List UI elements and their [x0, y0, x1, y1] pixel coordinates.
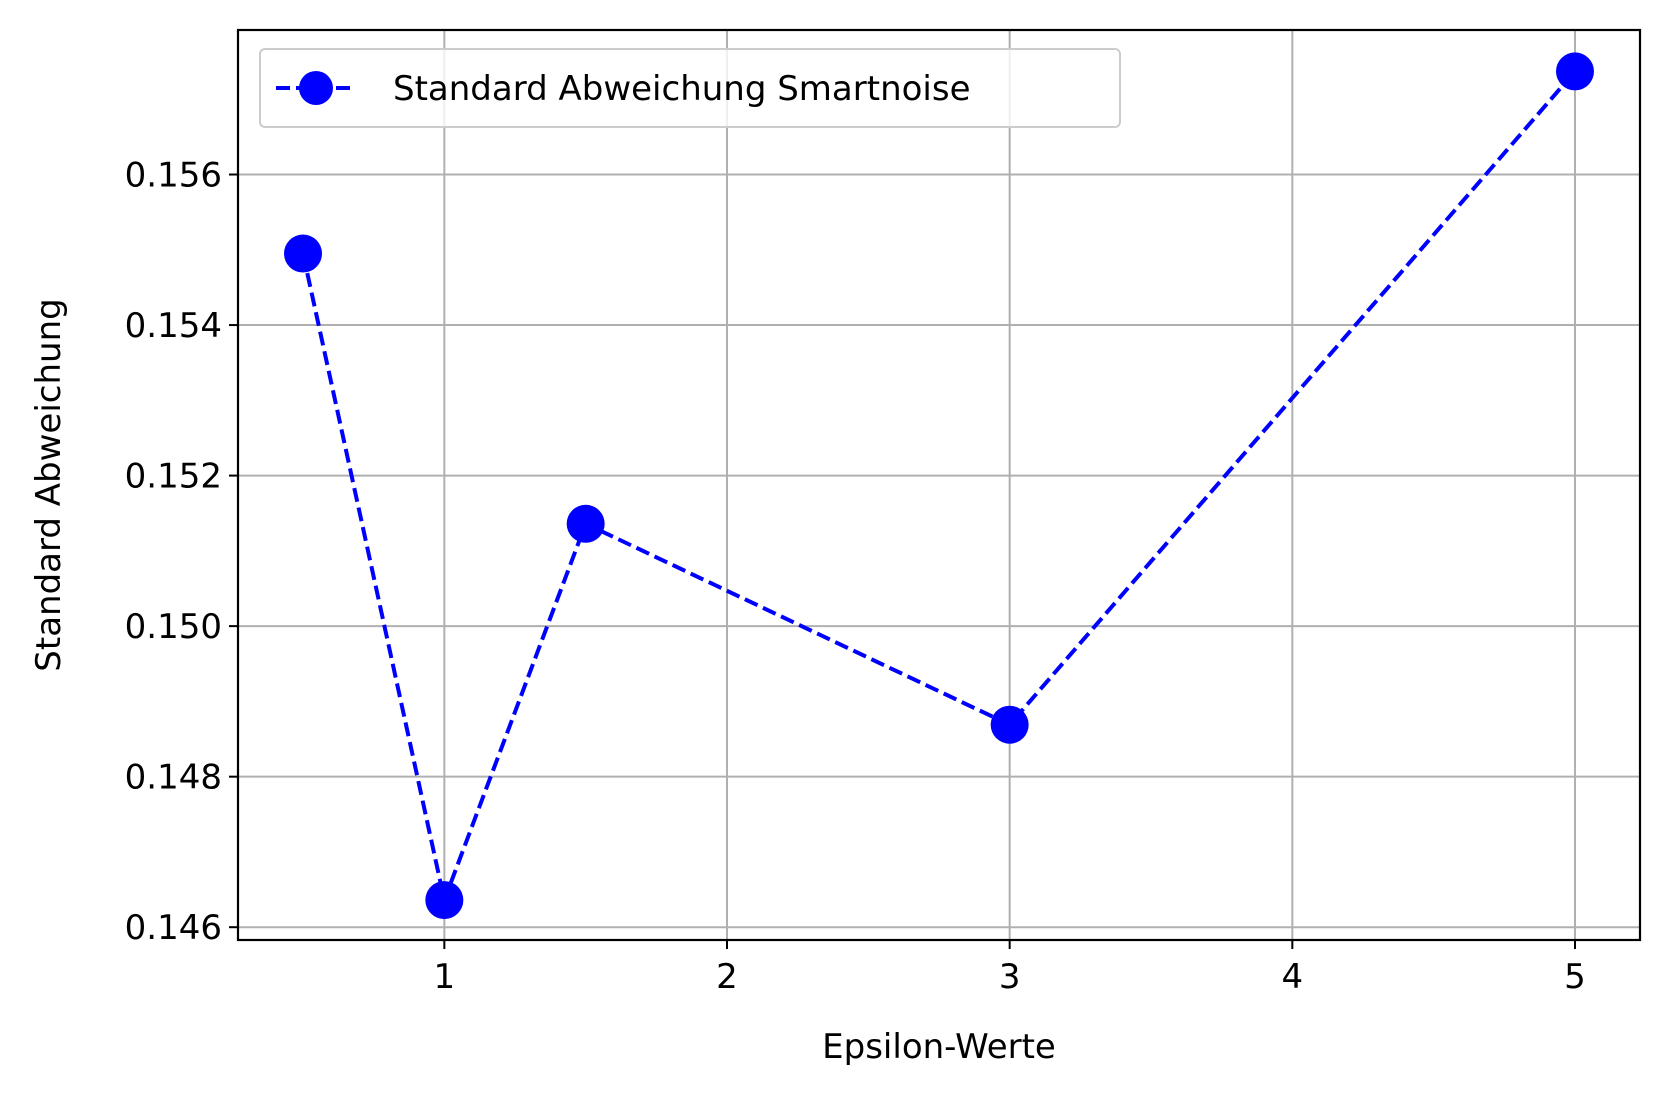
data-point	[284, 234, 323, 273]
y-tick-label: 0.148	[125, 758, 222, 798]
x-axis-ticks: 1 2 3 4 5	[434, 940, 1586, 997]
legend-entry-label: Standard Abweichung Smartnoise	[393, 69, 971, 109]
legend-box	[259, 48, 1121, 128]
x-tick-label: 3	[999, 957, 1021, 997]
data-point	[1555, 52, 1594, 91]
y-tick-label: 0.146	[125, 908, 222, 948]
x-tick-label: 4	[1282, 957, 1304, 997]
y-tick-label: 0.152	[125, 457, 222, 497]
plot-frame	[236, 28, 1642, 942]
y-axis-label: Standard Abweichung	[29, 298, 69, 671]
x-axis-label: Epsilon-Werte	[822, 1027, 1056, 1067]
y-tick-label: 0.156	[125, 156, 222, 196]
x-tick-label: 5	[1564, 957, 1586, 997]
data-point	[566, 504, 605, 543]
data-point	[990, 705, 1029, 744]
y-tick-label: 0.150	[125, 607, 222, 647]
data-point	[425, 881, 464, 920]
x-tick-label: 2	[716, 957, 738, 997]
legend: Standard Abweichung Smartnoise	[259, 48, 1121, 128]
series-layer	[284, 52, 1594, 920]
y-axis-ticks: 0.146 0.148 0.150 0.152 0.154 0.156	[125, 156, 238, 948]
legend-marker	[299, 71, 333, 105]
y-tick-label: 0.154	[125, 306, 222, 346]
grid	[238, 30, 1640, 940]
x-tick-label: 1	[434, 957, 456, 997]
